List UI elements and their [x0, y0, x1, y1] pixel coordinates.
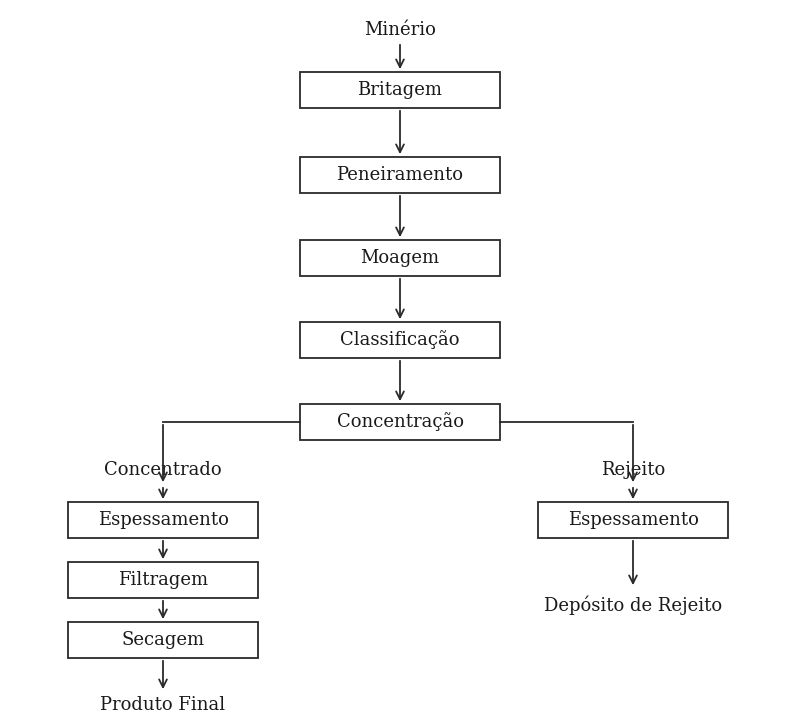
- Bar: [538, 502, 728, 538]
- Text: Produto Final: Produto Final: [101, 696, 226, 714]
- Text: Concentração: Concentração: [337, 412, 463, 432]
- Text: Depósito de Rejeito: Depósito de Rejeito: [544, 595, 722, 614]
- Text: Espessamento: Espessamento: [567, 511, 698, 529]
- Text: Peneiramento: Peneiramento: [337, 166, 463, 184]
- Text: Concentrado: Concentrado: [104, 461, 222, 479]
- Text: Secagem: Secagem: [122, 631, 205, 649]
- Bar: [68, 622, 258, 658]
- Bar: [300, 404, 500, 440]
- Bar: [300, 72, 500, 108]
- Text: Filtragem: Filtragem: [118, 571, 208, 589]
- Text: Britagem: Britagem: [358, 81, 442, 99]
- Bar: [300, 157, 500, 193]
- Text: Classificação: Classificação: [340, 331, 460, 349]
- Text: Minério: Minério: [364, 21, 436, 39]
- Bar: [300, 240, 500, 276]
- Text: Rejeito: Rejeito: [601, 461, 665, 479]
- Bar: [68, 562, 258, 598]
- Bar: [300, 322, 500, 358]
- Text: Moagem: Moagem: [361, 249, 439, 267]
- Text: Espessamento: Espessamento: [98, 511, 229, 529]
- Bar: [68, 502, 258, 538]
